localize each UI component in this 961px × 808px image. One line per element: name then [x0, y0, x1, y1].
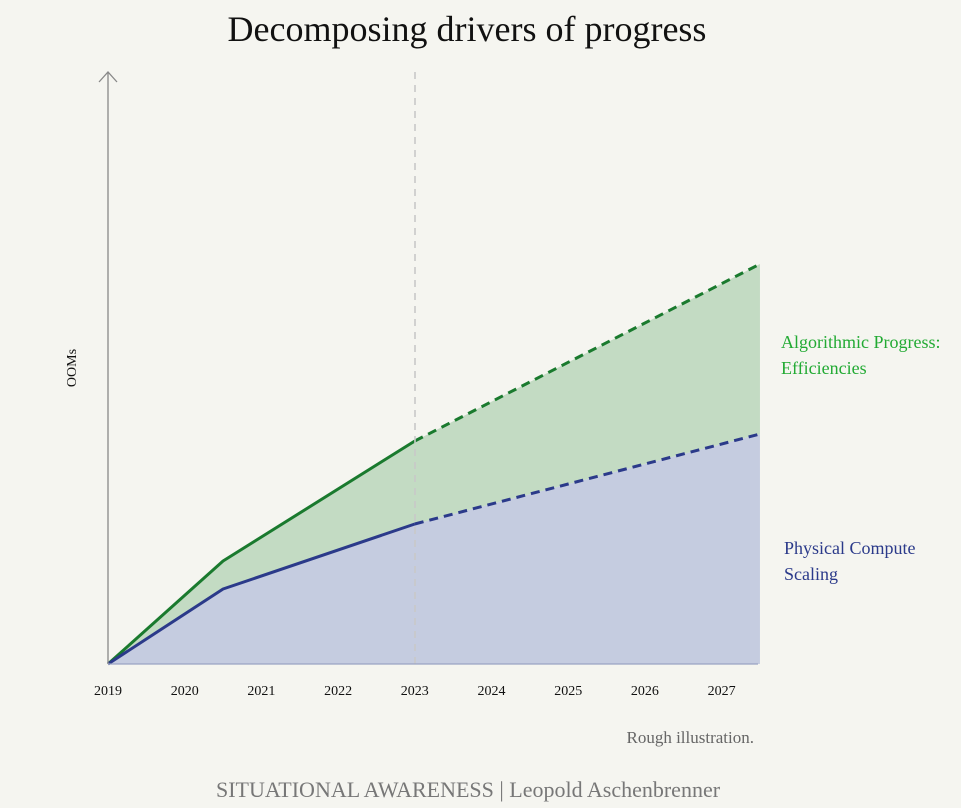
algorithmic-progress-area	[108, 264, 760, 664]
algorithmic-progress-projection-line	[414, 262, 761, 443]
footer-credit: SITUATIONAL AWARENESS | Leopold Aschenbr…	[216, 777, 721, 802]
physical-compute-line	[107, 522, 416, 666]
x-tick-label: 2021	[247, 684, 275, 699]
physical-compute-label: Scaling	[784, 564, 838, 584]
chart-note: Rough illustration.	[627, 728, 755, 747]
chart-title: Decomposing drivers of progress	[227, 9, 707, 49]
x-tick-label: 2019	[94, 684, 122, 699]
x-tick-label: 2026	[631, 684, 659, 699]
algorithmic-progress-label: Algorithmic Progress:	[781, 332, 941, 352]
x-tick-label: 2022	[324, 684, 352, 699]
algorithmic-progress-line	[106, 439, 416, 666]
x-tick-label: 2024	[478, 684, 506, 699]
x-tick-label: 2020	[171, 684, 199, 699]
algorithmic-progress-label: Efficiencies	[781, 358, 867, 378]
x-tick-label: 2025	[554, 684, 582, 699]
physical-compute-label: Physical Compute	[784, 538, 916, 558]
x-tick-label: 2023	[401, 684, 429, 699]
y-axis-label: OOMs	[65, 349, 80, 387]
physical-compute-area	[108, 434, 760, 664]
y-axis-arrow-icon	[98, 71, 118, 83]
x-tick-label: 2027	[708, 684, 736, 699]
